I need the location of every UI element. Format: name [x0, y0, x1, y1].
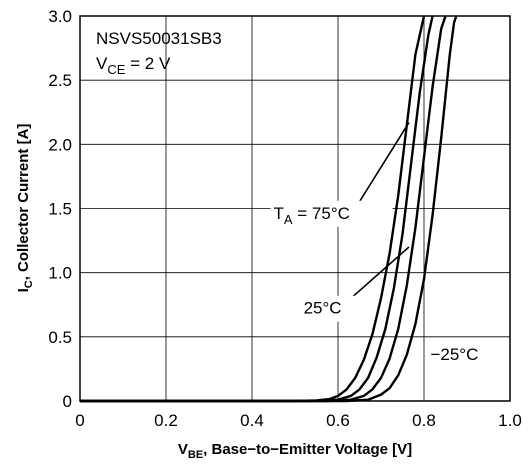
annot-75c: TA = 75°C	[274, 204, 350, 227]
y-tick-label: 2.0	[48, 135, 72, 154]
x-tick-label: 0.8	[412, 411, 436, 430]
x-axis-title: VBE, Base−to−Emitter Voltage [V]	[178, 441, 412, 461]
curve-labels: TA = 75°C 25°C −25°C	[270, 200, 492, 368]
condition-label: VCE = 2 V	[96, 54, 171, 77]
grid-lines	[80, 16, 510, 401]
x-tick-label: 0.2	[154, 411, 178, 430]
series-line-3	[80, 15, 458, 403]
y-tick-label: 0	[63, 392, 72, 411]
y-axis-title: IC, Collector Current [A]	[15, 124, 35, 293]
annot-75c-bg	[270, 200, 393, 227]
y-tick-label: 3.0	[48, 7, 72, 26]
annot-25c-bg	[300, 295, 365, 322]
x-tick-label: 1.0	[498, 411, 522, 430]
annot-neg25c: −25°C	[430, 345, 478, 364]
annotation-leaders	[350, 122, 410, 299]
x-tick-label: 0.6	[326, 411, 350, 430]
series-line-2	[80, 15, 447, 403]
annot-25c-leader	[350, 246, 410, 299]
y-tick-labels: 0 0.5 1.0 1.5 2.0 2.5 3.0	[48, 7, 72, 411]
plot-frame	[79, 15, 511, 402]
y-tick-label: 1.0	[48, 264, 72, 283]
annot-neg25c-bg	[427, 341, 492, 368]
annot-75c-leader	[354, 122, 410, 209]
x-tick-label: 0	[75, 411, 84, 430]
curves	[80, 15, 458, 403]
y-tick-label: 2.5	[48, 71, 72, 90]
annot-25c: 25°C	[304, 299, 342, 318]
y-tick-label: 1.5	[48, 200, 72, 219]
y-tick-label: 0.5	[48, 328, 72, 347]
series-line-1	[80, 15, 434, 403]
x-tick-label: 0.4	[240, 411, 264, 430]
device-label: NSVS50031SB3	[96, 29, 222, 48]
x-tick-labels: 0 0.2 0.4 0.6 0.8 1.0	[75, 411, 522, 430]
